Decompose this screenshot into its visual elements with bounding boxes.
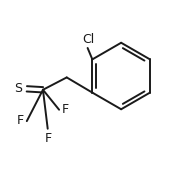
Text: S: S xyxy=(15,82,23,95)
Text: F: F xyxy=(17,114,24,127)
Text: F: F xyxy=(45,132,52,145)
Text: F: F xyxy=(62,103,69,116)
Text: Cl: Cl xyxy=(83,32,95,46)
